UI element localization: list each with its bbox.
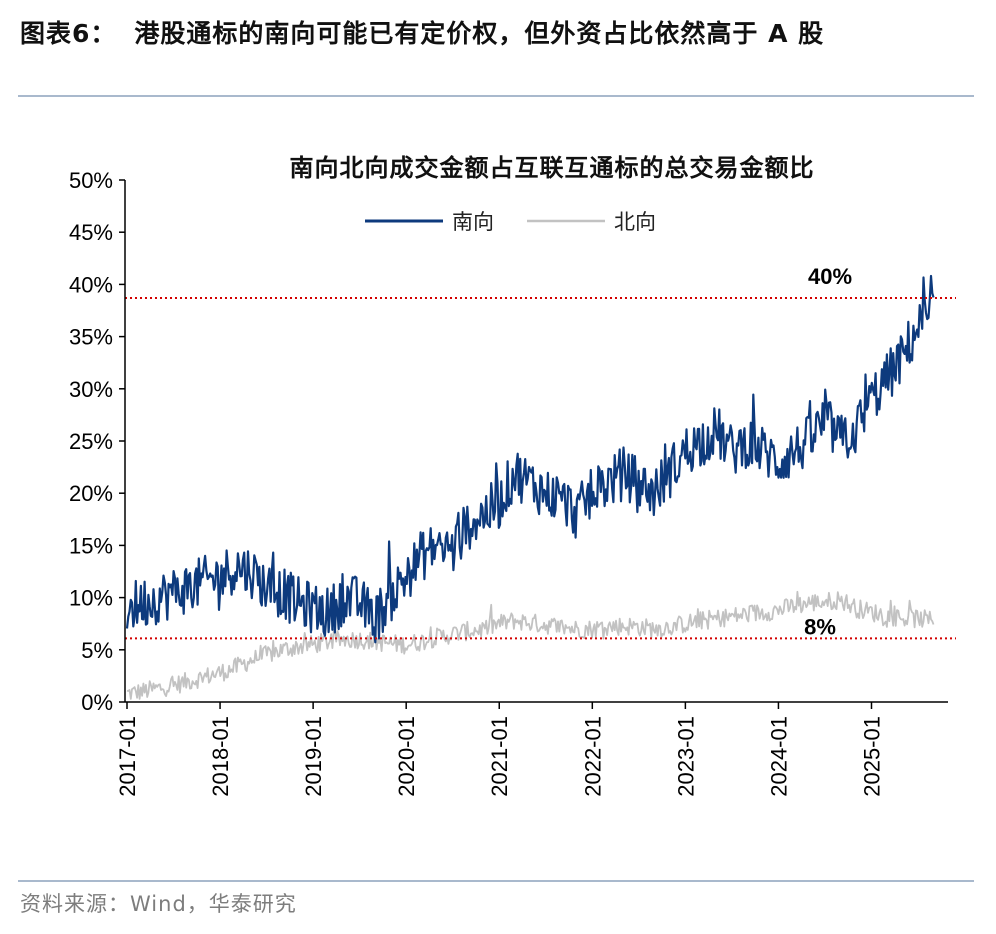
source-note: 资料来源：Wind，华泰研究 bbox=[20, 892, 297, 916]
x-tick-label: 2024-01 bbox=[766, 716, 791, 797]
y-tick-label: 0% bbox=[81, 690, 113, 715]
reference-label-2: 8% bbox=[804, 614, 836, 639]
bottom-rule bbox=[18, 880, 974, 882]
legend-label-southbound: 南向 bbox=[452, 210, 494, 234]
y-tick-label: 20% bbox=[69, 481, 113, 506]
top-rule bbox=[18, 95, 974, 97]
plot-area: 40% 8% bbox=[125, 264, 956, 700]
figure-label: 图表6： bbox=[20, 19, 117, 48]
y-tick-label: 15% bbox=[69, 533, 113, 558]
x-tick-label: 2025-01 bbox=[859, 716, 884, 797]
x-tick-label: 2019-01 bbox=[301, 716, 326, 797]
y-tick-label: 35% bbox=[69, 325, 113, 350]
y-tick-label: 40% bbox=[69, 272, 113, 297]
y-tick-label: 50% bbox=[69, 168, 113, 193]
legend-label-northbound: 北向 bbox=[614, 210, 656, 234]
y-tick-label: 5% bbox=[81, 638, 113, 663]
x-tick-label: 2023-01 bbox=[673, 716, 698, 797]
chart-title: 南向北向成交金额占互联互通标的总交易金额比 bbox=[290, 154, 815, 182]
series-line-northbound bbox=[126, 590, 935, 700]
y-tick-label: 10% bbox=[69, 586, 113, 611]
y-tick-label: 25% bbox=[69, 429, 113, 454]
axes: 0% 5% 10% 15% 20% 25% 30% 35% 40% 45% 50% 2017-01 20… bbox=[69, 168, 948, 797]
series-line-southbound bbox=[125, 274, 935, 644]
y-tick-label: 45% bbox=[69, 220, 113, 245]
figure-title: 图表6： 港股通标的南向可能已有定价权，但外资占比依然高于 A 股 bbox=[20, 14, 824, 50]
x-tick-label: 2022-01 bbox=[580, 716, 605, 797]
figure-title-text: 港股通标的南向可能已有定价权，但外资占比依然高于 A 股 bbox=[134, 19, 825, 48]
reference-label-1: 40% bbox=[808, 264, 852, 289]
x-tick-label: 2020-01 bbox=[394, 716, 419, 797]
x-tick-label: 2017-01 bbox=[115, 716, 140, 797]
legend: 南向 北向 bbox=[365, 210, 656, 234]
y-tick-label: 30% bbox=[69, 377, 113, 402]
x-tick-label: 2021-01 bbox=[487, 716, 512, 797]
x-tick-label: 2018-01 bbox=[208, 716, 233, 797]
